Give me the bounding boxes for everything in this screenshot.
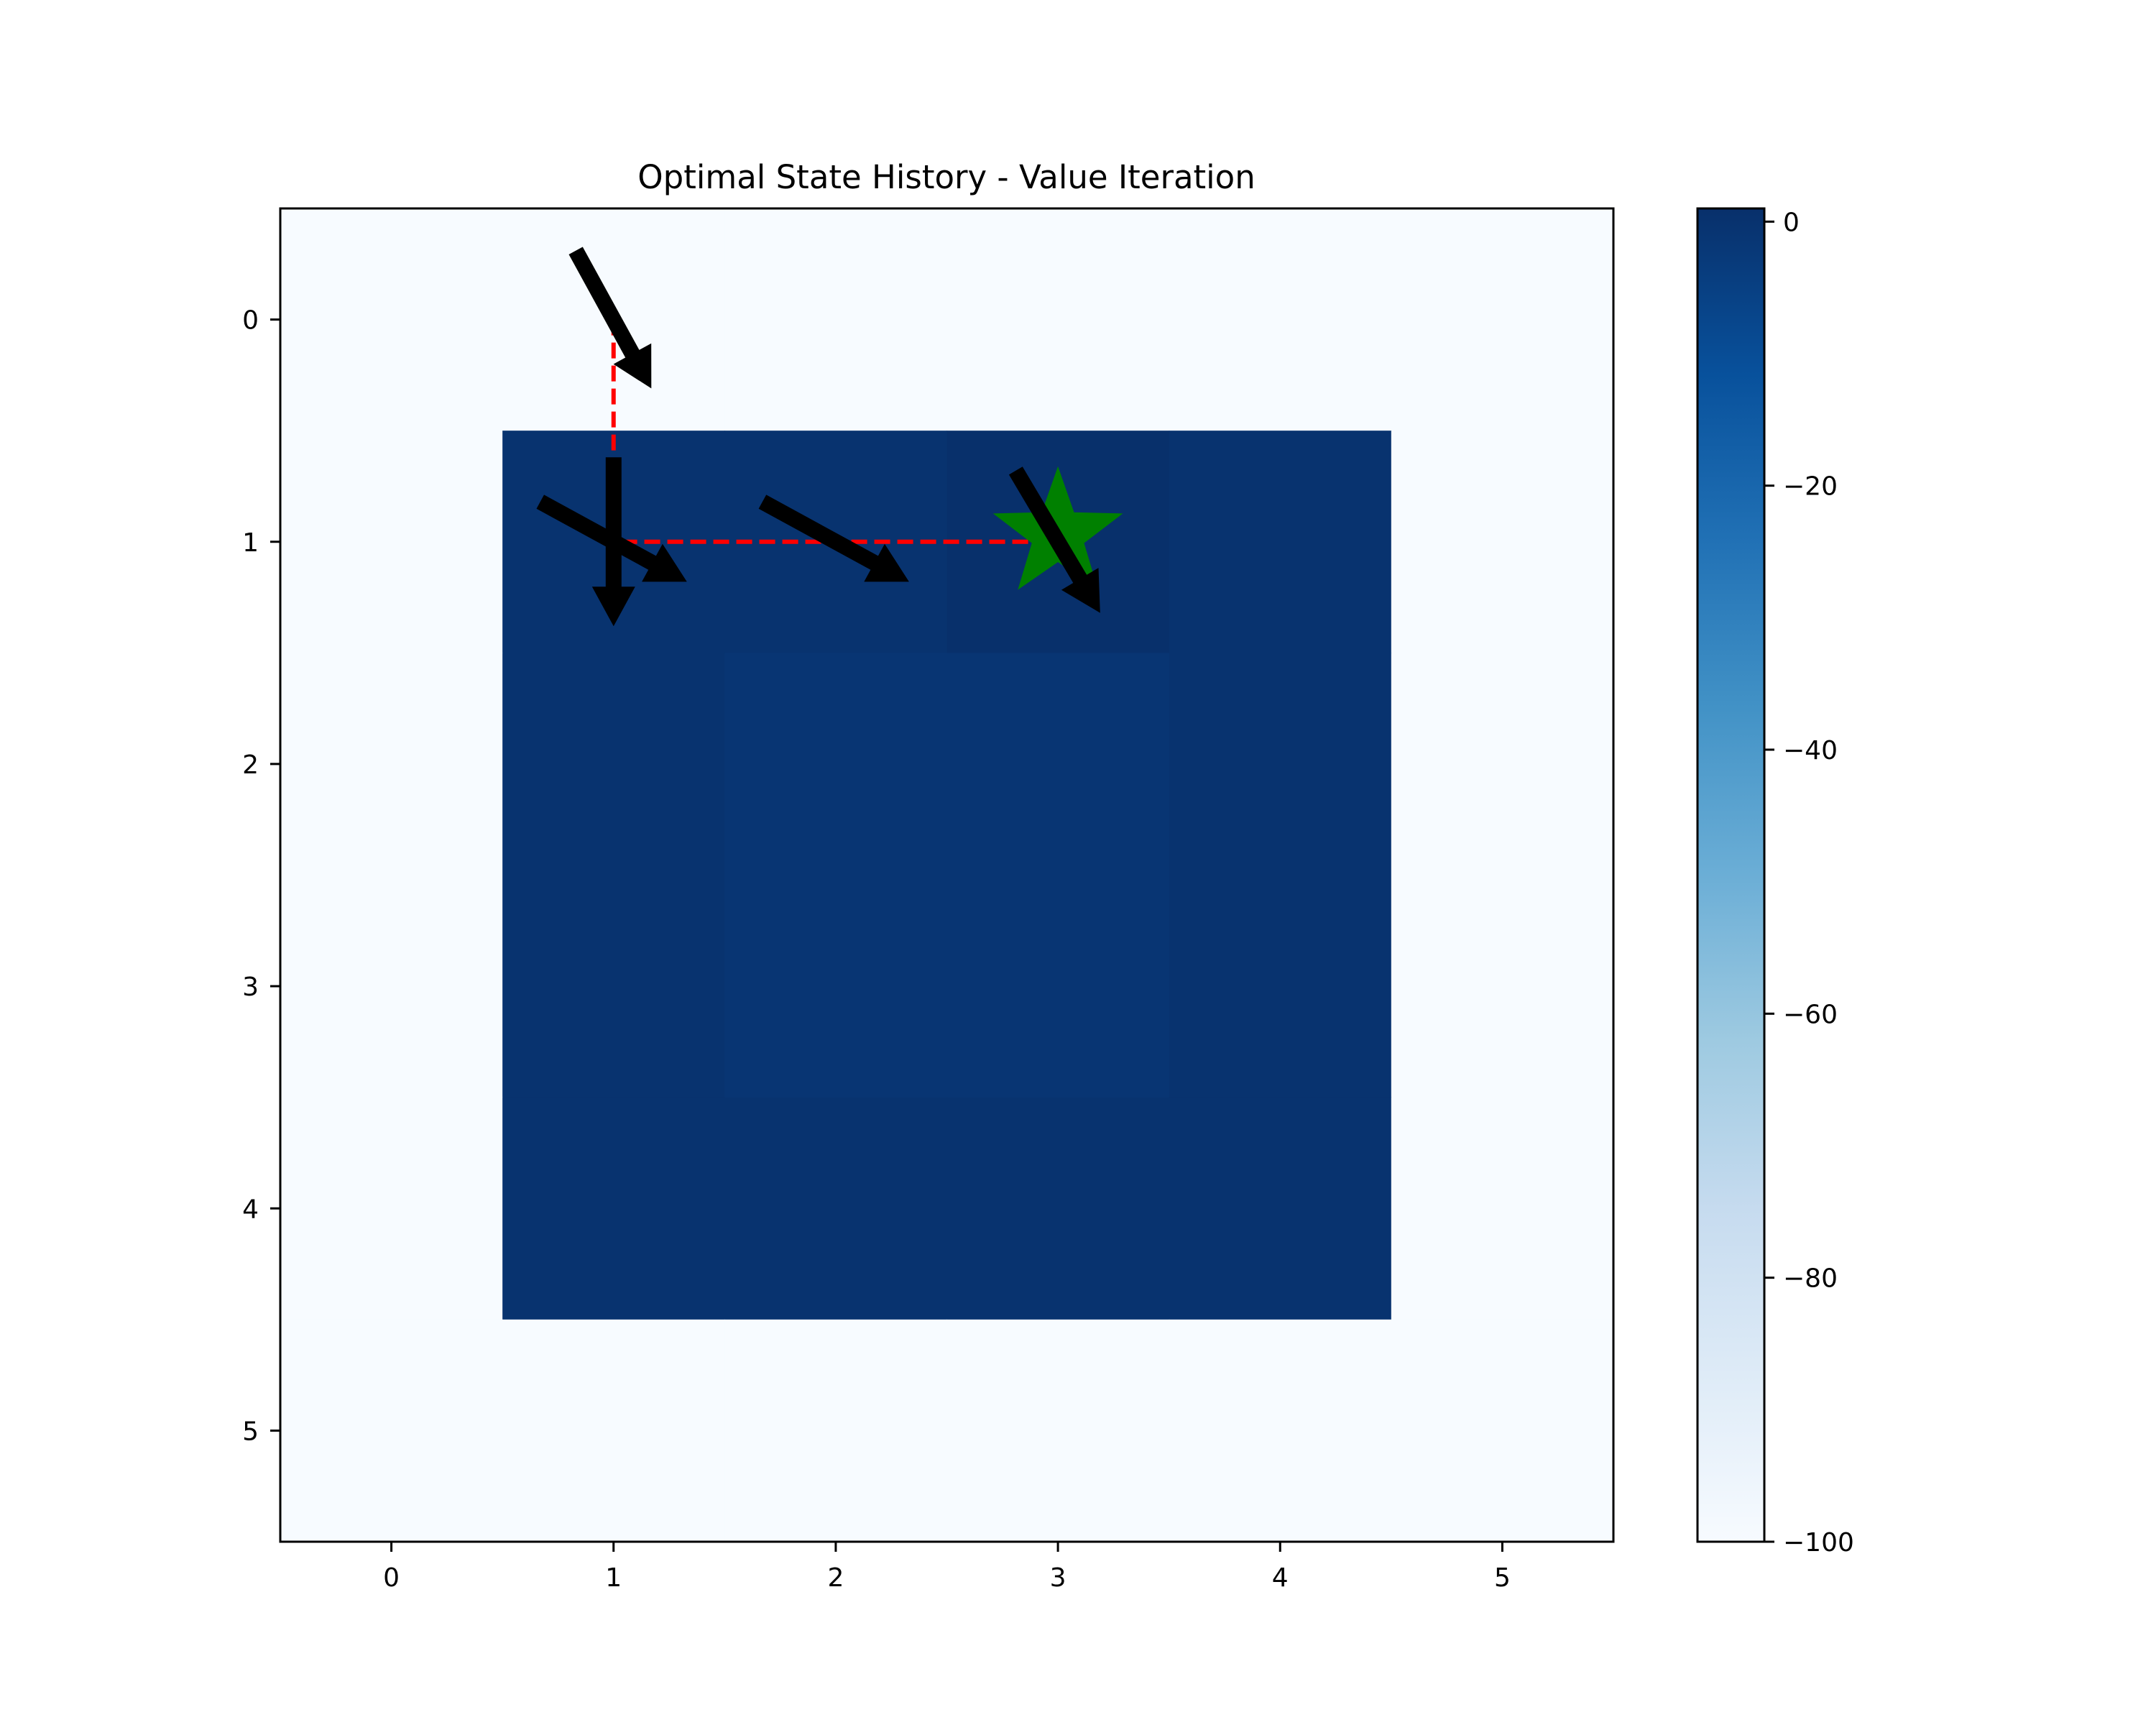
colorbar-tick-label: 0 (1783, 208, 1800, 237)
heatmap-cell (1391, 875, 1614, 1098)
heatmap-cell (502, 653, 725, 876)
y-tick-label: 3 (242, 972, 259, 1002)
colorbar-tick-label: −100 (1783, 1528, 1854, 1558)
colorbar: 0 −20 −40 −60 −80 −100 (1696, 207, 1854, 1558)
heatmap-cell (1169, 431, 1392, 653)
colorbar-tick-label: −60 (1783, 1000, 1838, 1029)
y-tick-label: 2 (242, 750, 259, 780)
heatmap-cell (280, 875, 503, 1098)
x-tick-label: 5 (1494, 1563, 1511, 1593)
x-tick-label: 3 (1050, 1563, 1067, 1593)
y-tick-label: 5 (242, 1417, 259, 1446)
heatmap-cell (946, 208, 1170, 431)
x-tick-label: 2 (827, 1563, 844, 1593)
heatmap-cell (724, 653, 948, 876)
heatmap-cell (502, 1319, 725, 1542)
heatmap-cell (1391, 653, 1614, 876)
heatmap-cell (280, 208, 503, 431)
heatmap-cell (946, 1097, 1170, 1320)
policy-arrow (758, 494, 909, 582)
axes: 0 1 2 3 4 5 0 1 2 3 4 5 (242, 306, 1511, 1593)
heatmap-cell (1169, 875, 1392, 1098)
policy-arrow (1008, 466, 1100, 613)
x-tick-label: 0 (383, 1563, 400, 1593)
colorbar-gradient-rect (1696, 207, 1766, 1543)
heatmap-cell (280, 431, 503, 653)
heatmap-cell (1391, 1319, 1614, 1542)
heatmap-cell (1169, 1097, 1392, 1320)
heatmap-cell (1391, 208, 1614, 431)
plot-frame (279, 207, 1615, 1543)
heatmap-cell (724, 208, 948, 431)
heatmap-cell (502, 875, 725, 1098)
policy-arrow (568, 247, 652, 389)
heatmap-cell (1391, 431, 1614, 653)
heatmap-cell (724, 1097, 948, 1320)
heatmap-cell (1169, 208, 1392, 431)
path-line (611, 319, 1059, 544)
x-tick-label: 4 (1272, 1563, 1289, 1593)
colorbar-tick-label: −20 (1783, 472, 1838, 502)
policy-arrow (536, 494, 687, 582)
heatmap-cell (280, 1319, 503, 1542)
heatmap-cell (946, 1319, 1170, 1542)
y-tick-label: 4 (242, 1195, 259, 1224)
x-tick-label: 1 (605, 1563, 622, 1593)
heatmap-cell (1391, 1097, 1614, 1320)
heatmap-cells (280, 208, 1614, 1542)
heatmap-cell (280, 1097, 503, 1320)
heatmap-cell (724, 875, 948, 1098)
heatmap-cell (280, 653, 503, 876)
colorbar-tick-label: −40 (1783, 736, 1838, 765)
heatmap-cell (502, 1097, 725, 1320)
chart-title: Optimal State History - Value Iteration (637, 158, 1255, 196)
y-tick-label: 0 (242, 306, 259, 336)
heatmap-cell (1169, 1319, 1392, 1542)
y-tick-label: 1 (242, 528, 259, 558)
overlay-marks (536, 247, 1123, 627)
colorbar-tick-label: −80 (1783, 1264, 1838, 1294)
heatmap-cell (946, 653, 1170, 876)
heatmap-cell (724, 1319, 948, 1542)
heatmap-cell (1169, 653, 1392, 876)
heatmap-cell (946, 875, 1170, 1098)
